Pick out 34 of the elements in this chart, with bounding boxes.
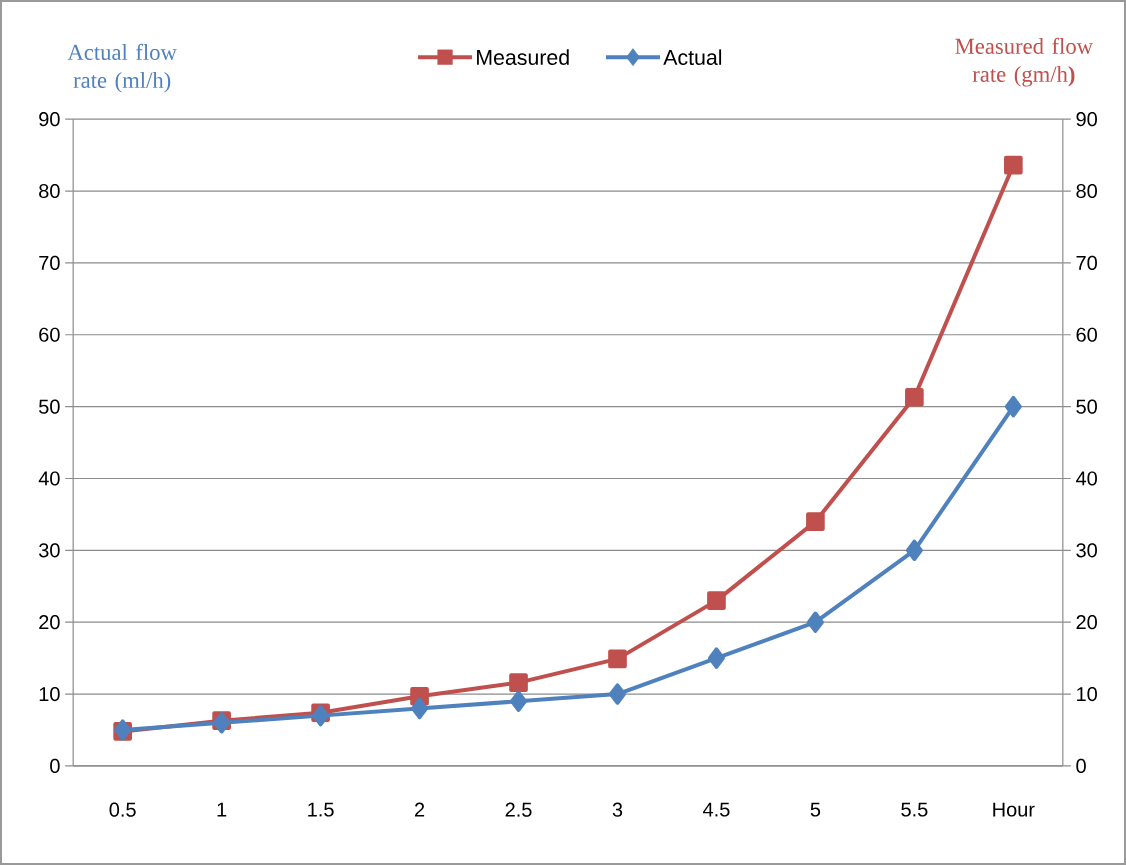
x-tick-label: 2.5 xyxy=(505,802,532,817)
y-tick-label: 70 xyxy=(39,255,60,270)
legend-label: Actual xyxy=(663,49,722,65)
y2-tick-label: 80 xyxy=(1076,183,1097,199)
y-tick-label: 90 xyxy=(39,112,60,127)
x-tick-label: 0.5 xyxy=(109,802,136,817)
x-tick-label: 5.5 xyxy=(901,802,928,817)
y2-tick-label: 70 xyxy=(1076,255,1097,270)
y2-tick-label: 20 xyxy=(1076,615,1097,630)
x-tick-label: 4.5 xyxy=(703,802,730,817)
y-tick-label: 30 xyxy=(38,543,60,558)
y2-tick-label: 50 xyxy=(1076,399,1097,414)
y2-tick-label: 90 xyxy=(1076,112,1097,127)
x-tick-label: 5 xyxy=(810,802,821,817)
x-tick-label: 1 xyxy=(217,802,227,817)
y2-tick-label: 0 xyxy=(1076,758,1086,773)
y-tick-label: 60 xyxy=(39,327,60,342)
y-tick-label: 20 xyxy=(39,615,60,630)
y-tick-label: 10 xyxy=(39,686,60,702)
y-tick-label: 40 xyxy=(38,471,60,486)
y2-axis-title: Measured flow rate (gm/h) xyxy=(955,37,1093,87)
y2-tick-label: 60 xyxy=(1076,327,1097,342)
y2-tick-label: 10 xyxy=(1077,686,1097,702)
y-tick-label: 0 xyxy=(50,758,60,773)
legend-label: Measured xyxy=(477,49,569,65)
y-tick-label: 50 xyxy=(39,399,60,414)
y2-tick-label: 40 xyxy=(1075,471,1097,486)
x-tick-label: Hour xyxy=(993,802,1035,817)
y2-tick-label: 30 xyxy=(1076,543,1097,558)
x-tick-label: 2 xyxy=(415,802,425,817)
x-tick-label: 3 xyxy=(612,802,623,817)
y-axis-title: Actual flow rate (ml/h) xyxy=(67,43,177,93)
y-tick-label: 80 xyxy=(39,183,60,199)
x-tick-label: 1.5 xyxy=(308,802,334,817)
